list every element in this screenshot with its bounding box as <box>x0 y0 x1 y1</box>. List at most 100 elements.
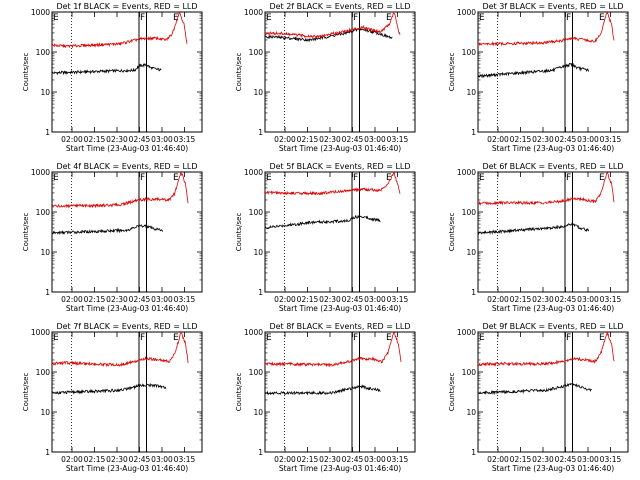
x-tick-label: 02:00 <box>274 295 296 304</box>
y-tick-label: 100 <box>249 208 264 217</box>
panel-det-9f: Det 9f BLACK = Events, RED = LLD 1 10 100 10… <box>448 322 629 473</box>
panel-det-1f: Det 1f BLACK = Events, RED = LLD 1 10 100 10… <box>22 2 203 153</box>
x-axis-label: Start Time (23-Aug-03 01:46:40) <box>66 144 188 153</box>
panel-det-6f: Det 6f BLACK = Events, RED = LLD 1 10 100 10… <box>448 162 629 313</box>
panel-det-5f: Det 5f BLACK = Events, RED = LLD 1 10 100 10… <box>235 162 416 313</box>
x-tick-label: 02:15 <box>297 135 319 144</box>
x-tick-label: 02:00 <box>487 295 509 304</box>
y-tick-label: 1000 <box>457 8 476 17</box>
y-tick-label: 1 <box>45 288 50 297</box>
panel-title: Det 8f BLACK = Events, RED = LLD <box>269 322 410 331</box>
eclipse-marker-E: E <box>173 13 179 23</box>
lld-series-line <box>52 172 189 209</box>
y-axis-label: Counts/sec <box>448 213 456 252</box>
left-edge-marker: E <box>53 13 59 23</box>
x-tick-label: 02:30 <box>319 455 341 464</box>
events-series-line <box>52 223 164 247</box>
eclipse-marker-E: E <box>599 333 605 343</box>
x-tick-label: 02:45 <box>129 455 151 464</box>
x-tick-label: 03:15 <box>174 455 196 464</box>
lld-series-line <box>265 12 401 40</box>
y-tick-label: 1000 <box>244 168 263 177</box>
x-tick-label: 03:15 <box>387 135 409 144</box>
y-tick-label: 10 <box>40 408 50 417</box>
y-axis-label: Counts/sec <box>235 373 243 412</box>
y-tick-label: 1000 <box>31 328 50 337</box>
x-tick-label: 02:45 <box>342 295 364 304</box>
events-series-line <box>265 27 393 43</box>
y-tick-label: 100 <box>249 368 264 377</box>
panel-title: Det 6f BLACK = Events, RED = LLD <box>482 162 623 171</box>
y-tick-label: 10 <box>40 88 50 97</box>
x-tick-label: 03:15 <box>600 295 622 304</box>
x-axis-label: Start Time (23-Aug-03 01:46:40) <box>66 464 188 473</box>
x-tick-label: 03:00 <box>364 455 386 464</box>
lld-series-line <box>52 332 189 368</box>
x-axis-label: Start Time (23-Aug-03 01:46:40) <box>279 144 401 153</box>
y-tick-label: 10 <box>253 248 263 257</box>
panel-title: Det 3f BLACK = Events, RED = LLD <box>482 2 623 11</box>
y-tick-label: 1 <box>45 448 50 457</box>
y-tick-label: 1 <box>258 288 263 297</box>
flare-marker-F: F <box>140 13 145 23</box>
y-tick-label: 10 <box>253 88 263 97</box>
y-tick-label: 10 <box>466 408 476 417</box>
y-tick-label: 100 <box>36 48 51 57</box>
y-axis-label: Counts/sec <box>448 373 456 412</box>
panel-det-7f: Det 7f BLACK = Events, RED = LLD 1 10 100 10… <box>22 322 203 473</box>
x-tick-label: 02:15 <box>297 295 319 304</box>
events-series-line <box>265 214 381 242</box>
x-tick-label: 02:30 <box>532 135 554 144</box>
x-axis-label: Start Time (23-Aug-03 01:46:40) <box>279 464 401 473</box>
panel-title: Det 2f BLACK = Events, RED = LLD <box>269 2 410 11</box>
eclipse-marker-E: E <box>386 333 392 343</box>
x-tick-label: 02:00 <box>487 135 509 144</box>
eclipse-marker-E: E <box>173 333 179 343</box>
plot-frame <box>477 331 629 453</box>
y-tick-label: 100 <box>36 208 51 217</box>
x-tick-label: 02:45 <box>555 455 577 464</box>
plot-frame <box>264 11 416 133</box>
y-tick-label: 1 <box>471 128 476 137</box>
flare-marker-F: F <box>140 173 145 183</box>
y-tick-label: 1000 <box>244 328 263 337</box>
y-tick-label: 10 <box>466 88 476 97</box>
x-tick-label: 02:45 <box>129 135 151 144</box>
x-tick-label: 03:00 <box>577 135 599 144</box>
y-axis-label: Counts/sec <box>22 213 30 252</box>
left-edge-marker: E <box>53 333 59 343</box>
x-tick-label: 02:00 <box>61 455 83 464</box>
x-tick-label: 03:15 <box>174 295 196 304</box>
x-axis-label: Start Time (23-Aug-03 01:46:40) <box>279 304 401 313</box>
y-tick-label: 1 <box>45 128 50 137</box>
x-tick-label: 02:15 <box>84 455 106 464</box>
x-tick-label: 03:00 <box>364 295 386 304</box>
x-tick-label: 02:15 <box>84 135 106 144</box>
flare-marker-F: F <box>566 333 571 343</box>
x-tick-label: 03:15 <box>174 135 196 144</box>
x-tick-label: 03:00 <box>151 135 173 144</box>
x-tick-label: 02:45 <box>342 455 364 464</box>
y-tick-label: 10 <box>253 408 263 417</box>
y-tick-label: 1000 <box>244 8 263 17</box>
panel-title: Det 9f BLACK = Events, RED = LLD <box>482 322 623 331</box>
plot-frame <box>477 171 629 293</box>
left-edge-marker: E <box>479 333 485 343</box>
y-axis-label: Counts/sec <box>22 373 30 412</box>
panel-det-8f: Det 8f BLACK = Events, RED = LLD 1 10 100 10… <box>235 322 416 473</box>
x-tick-label: 03:00 <box>577 295 599 304</box>
y-tick-label: 100 <box>462 368 477 377</box>
eclipse-marker-E: E <box>599 13 605 23</box>
x-tick-label: 02:30 <box>532 295 554 304</box>
x-tick-label: 02:15 <box>84 295 106 304</box>
lld-series-line <box>478 172 615 207</box>
y-axis-label: Counts/sec <box>235 213 243 252</box>
panel-title: Det 7f BLACK = Events, RED = LLD <box>56 322 197 331</box>
x-tick-label: 02:00 <box>274 455 296 464</box>
x-tick-label: 02:30 <box>106 455 128 464</box>
x-tick-label: 03:00 <box>151 295 173 304</box>
x-tick-label: 03:15 <box>387 455 409 464</box>
y-tick-label: 1000 <box>31 8 50 17</box>
left-edge-marker: E <box>266 333 272 343</box>
